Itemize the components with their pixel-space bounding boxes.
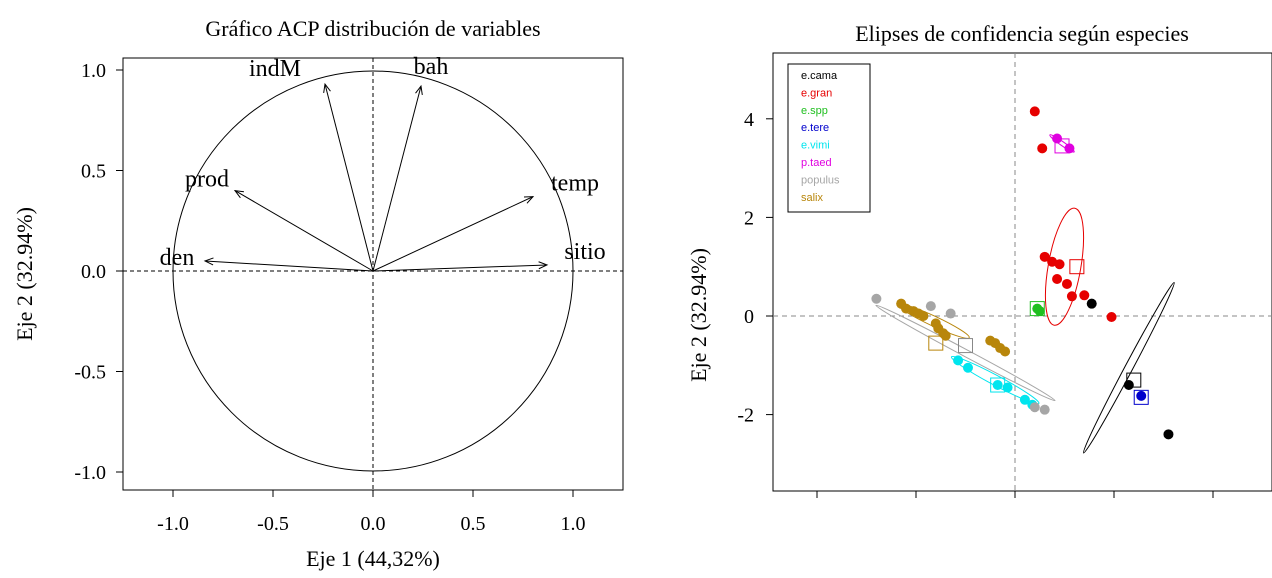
legend-entry-e.vimi: e.vimi — [801, 140, 830, 152]
left-x-tick-label: -1.0 — [157, 513, 189, 535]
point-e.gran — [1039, 251, 1050, 262]
right-plot-frame — [772, 52, 1272, 492]
point-e.cama — [1123, 380, 1134, 391]
point-populus — [945, 308, 956, 319]
point-e.vimi — [962, 362, 973, 373]
point-e.vimi — [992, 380, 1003, 391]
group-center-e.tere — [1133, 389, 1149, 405]
vector-arrowhead-bah — [415, 84, 423, 96]
right-y-tick-label: 4 — [744, 109, 754, 131]
left-y-tick-label: 1.0 — [81, 60, 106, 82]
right-y-tick-label: 2 — [744, 207, 754, 229]
legend-entry-salix: salix — [801, 192, 824, 204]
point-e.vimi — [953, 355, 964, 366]
legend-entry-e.spp: e.spp — [801, 105, 828, 117]
legend-entry-p.taed: p.taed — [801, 157, 832, 169]
group-center-e.spp — [1029, 301, 1045, 317]
left-plot-area: indM bah prod temp den sitio — [123, 54, 623, 490]
point-e.cama — [1163, 429, 1174, 440]
point-e.gran — [1106, 311, 1117, 322]
vector-sitio — [372, 264, 548, 272]
vector-label-temp: temp — [551, 171, 599, 197]
left-x-tick-label: 0.5 — [461, 513, 486, 535]
point-e.cama — [1086, 298, 1097, 309]
point-e.spp — [1034, 306, 1045, 317]
group-center-p.taed — [1054, 138, 1070, 154]
right-chart-title: Elipses de confidencia según especies — [855, 21, 1189, 46]
point-salix — [918, 311, 929, 321]
point-e.gran — [1079, 290, 1090, 301]
confidence-ellipse-e.gran — [1044, 207, 1085, 326]
group-center-salix — [928, 335, 944, 351]
vector-arrowhead-sitio — [538, 261, 549, 270]
vector-label-bah: bah — [414, 54, 449, 80]
group-center-populus — [958, 338, 973, 354]
legend-entry-e.tere: e.tere — [801, 122, 829, 134]
pca-variables-chart: Gráfico ACP distribución de variables -1… — [12, 16, 624, 571]
right-plot-area — [773, 53, 1272, 491]
left-x-tick-label: 0.0 — [361, 513, 386, 535]
left-y-tick-label: -0.5 — [74, 362, 106, 384]
legend-entry-e.gran: e.gran — [801, 87, 832, 99]
group-center-e.gran — [1069, 259, 1085, 275]
confidence-ellipse-p.taed — [1049, 134, 1075, 153]
left-x-tick-label: 1.0 — [561, 513, 586, 535]
point-e.gran — [1066, 291, 1077, 302]
vector-arrowhead-den — [203, 257, 214, 266]
point-salix — [1000, 346, 1011, 357]
left-y-axis-label: Eje 2 (32.94%) — [12, 207, 37, 341]
vector-label-indM: indM — [249, 56, 301, 82]
left-chart-title: Gráfico ACP distribución de variables — [205, 16, 540, 41]
point-e.vimi — [1019, 394, 1030, 405]
point-e.gran — [1061, 278, 1072, 289]
vector-arrowhead-prod — [233, 189, 244, 199]
vector-arrowhead-temp — [523, 196, 535, 204]
right-legend: e.cama e.gran e.spp e.tere e.vimi p.taed popul… — [787, 63, 871, 213]
vector-bah — [372, 85, 422, 272]
point-e.vimi — [1002, 382, 1013, 393]
left-x-axis-label: Eje 1 (44,32%) — [306, 546, 440, 571]
point-populus — [1039, 404, 1050, 415]
left-x-tick-label: -0.5 — [257, 513, 289, 535]
left-y-tick-label: -1.0 — [74, 462, 106, 484]
left-y-tick-label: 0.0 — [81, 261, 106, 283]
confidence-ellipse-populus — [875, 304, 1056, 402]
legend-entry-populus: populus — [801, 174, 840, 186]
point-e.gran — [1054, 259, 1065, 270]
pca-individuals-chart: Elipses de confidencia según especies -2… — [686, 21, 1272, 498]
point-populus — [1029, 402, 1040, 413]
group-center-e.cama — [1126, 372, 1142, 388]
point-e.gran — [1029, 106, 1040, 117]
vector-indM — [324, 83, 374, 272]
point-populus — [925, 301, 936, 312]
right-y-tick-label: 0 — [744, 306, 754, 328]
vector-label-sitio: sitio — [564, 239, 605, 265]
left-y-tick-label: 0.5 — [81, 161, 106, 183]
left-axes: -1.0 -0.5 0.0 0.5 1.0 -1.0 -0.5 0.0 0.5 1.0 — [74, 60, 585, 535]
vector-temp — [372, 196, 534, 272]
group-center-e.vimi — [990, 377, 1006, 393]
vector-den — [204, 260, 374, 272]
right-axes: -2 0 2 4 — [737, 109, 1214, 498]
legend-box — [787, 63, 871, 213]
vector-label-prod: prod — [185, 167, 229, 193]
confidence-ellipse-e.cama — [1082, 282, 1175, 454]
point-e.gran — [1052, 274, 1063, 285]
vector-prod — [234, 190, 374, 272]
point-populus — [871, 293, 882, 304]
legend-entry-e.cama: e.cama — [801, 70, 838, 82]
point-e.gran — [1037, 143, 1048, 154]
right-y-tick-label: -2 — [737, 405, 754, 427]
vector-arrowhead-indM — [323, 82, 331, 94]
right-y-axis-label: Eje 2 (32.94%) — [686, 248, 711, 382]
vector-label-den: den — [160, 245, 195, 271]
point-e.tere — [1136, 390, 1147, 401]
